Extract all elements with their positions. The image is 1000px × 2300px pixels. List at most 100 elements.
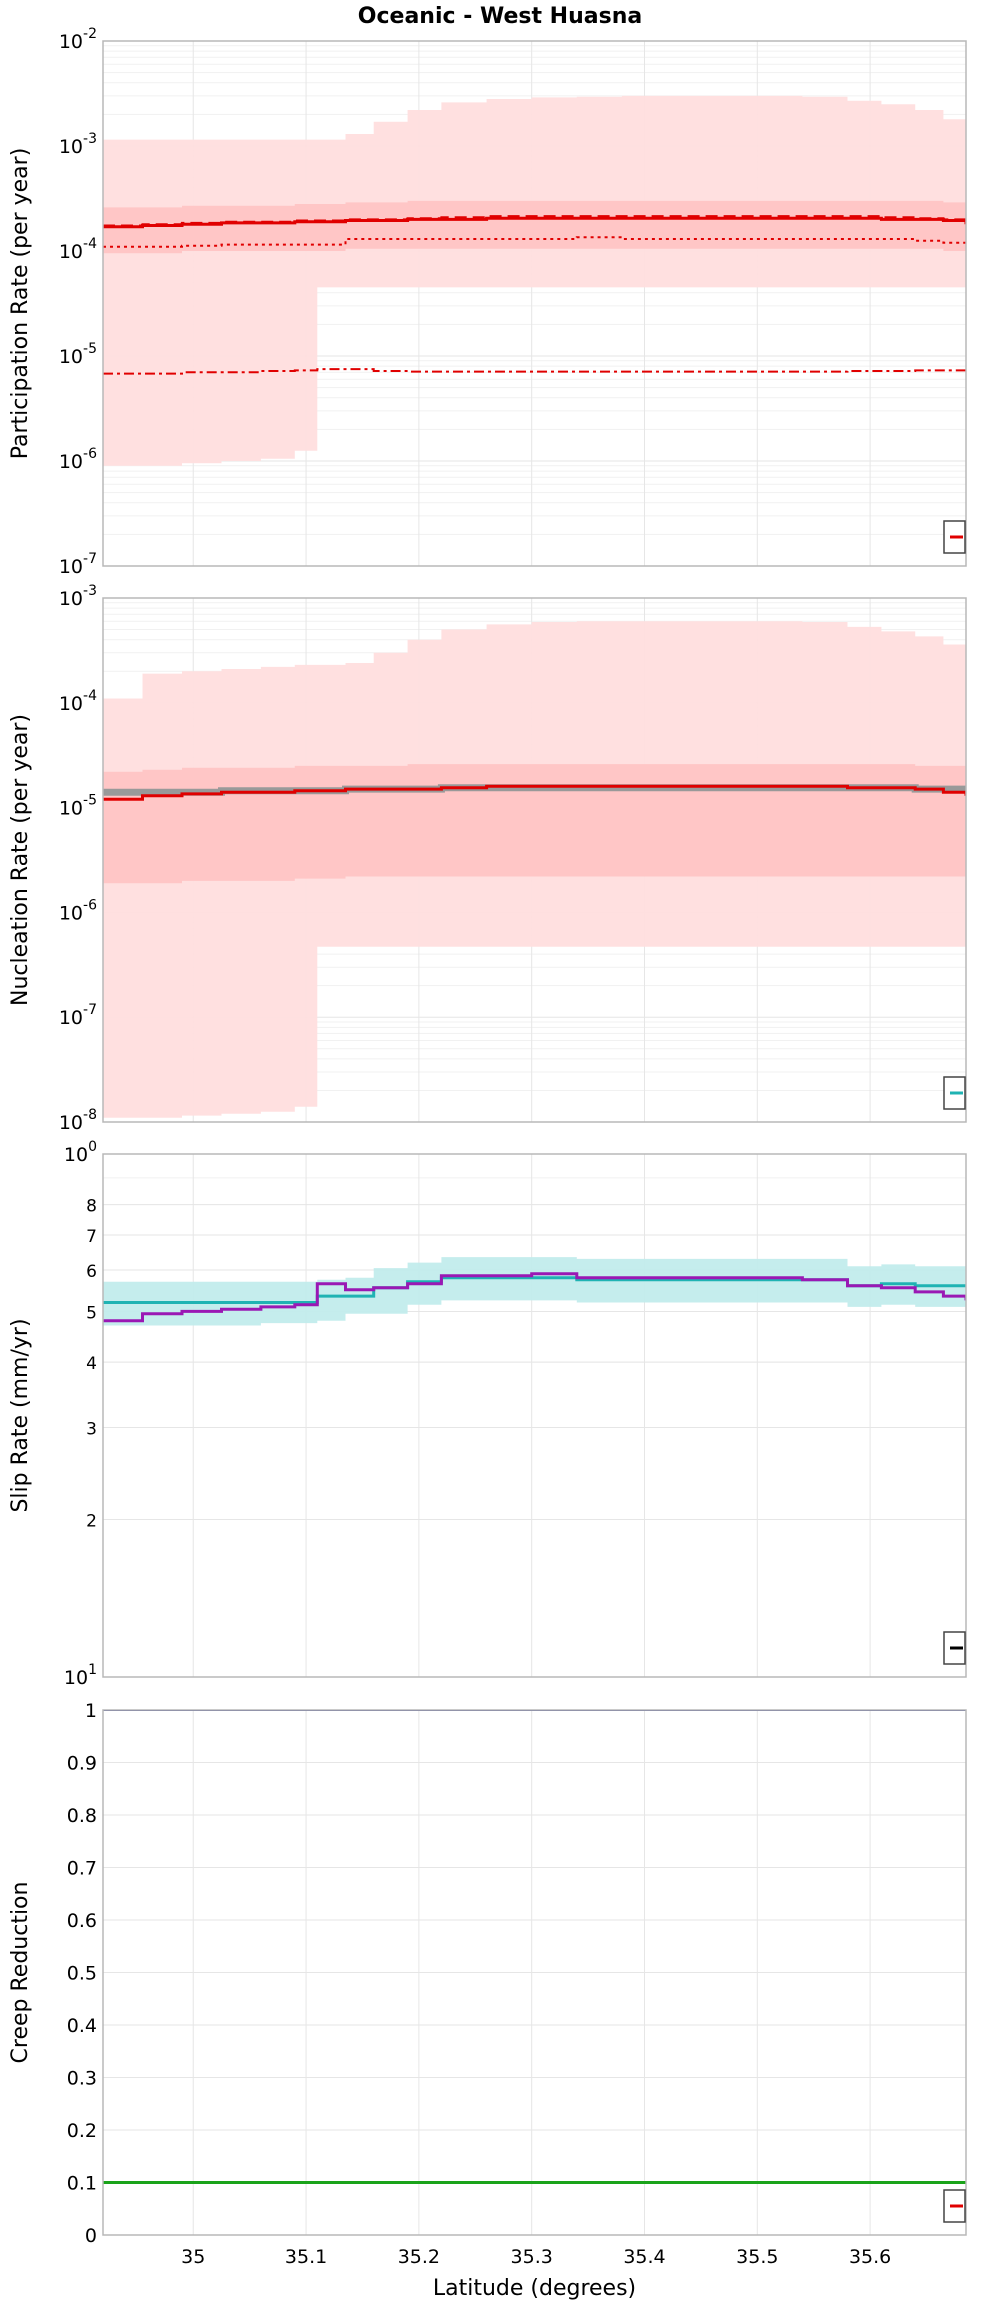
panel-frame bbox=[102, 1709, 967, 2236]
y-tick-exponent: -7 bbox=[83, 551, 97, 567]
y-tick-label: 0.1 bbox=[67, 2173, 97, 2195]
panel-frame bbox=[102, 40, 967, 567]
chart-title: Oceanic - West Huasna bbox=[358, 4, 642, 29]
y-tick-base: 0.3 bbox=[67, 2068, 97, 2090]
y-tick-base: 0.4 bbox=[67, 2015, 97, 2037]
y-tick-base: 10 bbox=[59, 1007, 83, 1029]
y-tick-base: 10 bbox=[59, 798, 83, 820]
y-axis-label: Creep Reduction bbox=[8, 1882, 33, 2064]
y-tick-label: 0.6 bbox=[67, 1910, 97, 1932]
y-tick-label: 1 bbox=[85, 1700, 97, 1722]
y-tick-base: 0 bbox=[85, 2225, 97, 2247]
y-tick-label: 8 bbox=[86, 1197, 97, 1217]
y-tick-exponent: -8 bbox=[83, 1107, 97, 1123]
x-tick-label: 35.5 bbox=[736, 2246, 778, 2268]
legend bbox=[943, 1631, 966, 1665]
series-median bbox=[103, 236, 966, 248]
y-tick-base: 0.2 bbox=[67, 2120, 97, 2142]
y-tick-label: 100 bbox=[64, 1139, 97, 1166]
y-tick-exponent: -2 bbox=[83, 26, 97, 42]
y-tick-label: 10-3 bbox=[59, 131, 97, 158]
y-tick-base: 4 bbox=[86, 1354, 97, 1374]
panel-creep: 0 0.1 0.2 0.3 0.4 0.5 0.6 0.7 0.8 0.9 1 35 35.1 35.2 3… bbox=[8, 1700, 967, 2300]
y-tick-base: 10 bbox=[59, 1112, 83, 1134]
series-min bbox=[103, 368, 966, 375]
y-tick-label: 6 bbox=[86, 1262, 97, 1282]
y-tick-base: 10 bbox=[59, 693, 83, 715]
y-tick-label: 10-5 bbox=[59, 341, 97, 368]
y-tick-exponent: -5 bbox=[83, 793, 97, 809]
y-axis-label: Nucleation Rate (per year) bbox=[8, 714, 33, 1006]
y-tick-exponent: -6 bbox=[83, 897, 97, 913]
y-tick-label: 4 bbox=[86, 1354, 97, 1374]
y-tick-exponent: -5 bbox=[83, 341, 97, 357]
y-tick-exponent: -7 bbox=[83, 1002, 97, 1018]
y-tick-base: 0.7 bbox=[67, 1858, 97, 1880]
y-axis-label: Slip Rate (mm/yr) bbox=[8, 1318, 33, 1512]
y-tick-base: 1 bbox=[85, 1700, 97, 1722]
y-tick-label: 2 bbox=[86, 1512, 97, 1532]
y-tick-label: 10-7 bbox=[59, 551, 97, 578]
y-tick-base: 6 bbox=[86, 1262, 97, 1282]
band-max-min bbox=[103, 95, 966, 466]
y-tick-base: 10 bbox=[59, 241, 83, 263]
y-tick-base: 7 bbox=[86, 1227, 97, 1247]
y-tick-exponent: 1 bbox=[88, 1662, 97, 1678]
y-tick-label: 0.3 bbox=[67, 2068, 97, 2090]
y-axis-label: Participation Rate (per year) bbox=[8, 148, 33, 460]
y-tick-label: 10-3 bbox=[59, 583, 97, 610]
y-tick-label: 0.7 bbox=[67, 1858, 97, 1880]
series-solution bbox=[103, 1272, 966, 1323]
y-tick-base: 0.5 bbox=[67, 1963, 97, 1985]
plot-area bbox=[103, 1710, 966, 2184]
y-tick-base: 10 bbox=[64, 1144, 88, 1166]
x-tick-label: 35.6 bbox=[849, 2246, 891, 2268]
y-tick-label: 7 bbox=[86, 1227, 97, 1247]
y-tick-label: 10-4 bbox=[59, 688, 97, 715]
legend bbox=[943, 520, 966, 554]
y-tick-exponent: -6 bbox=[83, 446, 97, 462]
y-tick-label: 10-7 bbox=[59, 1002, 97, 1029]
y-tick-exponent: 0 bbox=[88, 1139, 97, 1155]
y-tick-exponent: -4 bbox=[83, 688, 97, 704]
y-tick-label: 10-6 bbox=[59, 446, 97, 473]
y-tick-base: 10 bbox=[59, 556, 83, 578]
band-range bbox=[103, 1257, 966, 1326]
y-tick-base: 10 bbox=[59, 588, 83, 610]
x-axis-label: Latitude (degrees) bbox=[433, 2276, 636, 2300]
y-tick-label: 5 bbox=[86, 1303, 97, 1323]
y-tick-base: 10 bbox=[59, 31, 83, 53]
series-mean bbox=[103, 216, 966, 229]
y-tick-base: 10 bbox=[64, 1667, 88, 1689]
y-tick-base: 5 bbox=[86, 1303, 97, 1323]
y-tick-base: 0.6 bbox=[67, 1910, 97, 1932]
y-tick-label: 0.4 bbox=[67, 2015, 97, 2037]
y-tick-base: 2 bbox=[86, 1512, 97, 1532]
y-tick-label: 0.5 bbox=[67, 1963, 97, 1985]
y-tick-base: 0.9 bbox=[67, 1753, 97, 1775]
panel-frame bbox=[102, 1153, 967, 1678]
y-tick-exponent: -3 bbox=[83, 583, 97, 599]
x-tick-label: 35 bbox=[181, 2246, 205, 2268]
plot-area bbox=[103, 621, 966, 1118]
y-tick-label: 0 bbox=[85, 2225, 97, 2247]
y-tick-label: 0.9 bbox=[67, 1753, 97, 1775]
x-tick-label: 35.3 bbox=[511, 2246, 553, 2268]
band-95-conf bbox=[103, 764, 966, 884]
y-tick-base: 10 bbox=[59, 451, 83, 473]
y-tick-base: 10 bbox=[59, 346, 83, 368]
y-tick-label: 3 bbox=[86, 1419, 97, 1439]
y-tick-label: 10-6 bbox=[59, 897, 97, 924]
y-tick-label: 10-4 bbox=[59, 236, 97, 263]
panel-frame bbox=[102, 597, 967, 1123]
y-tick-label: 0.2 bbox=[67, 2120, 97, 2142]
y-tick-label: 10-2 bbox=[59, 26, 97, 53]
band-95-conf bbox=[103, 200, 966, 254]
legend bbox=[943, 2189, 966, 2223]
legend bbox=[943, 1076, 966, 1110]
x-tick-label: 35.1 bbox=[285, 2246, 327, 2268]
x-tick-label: 35.4 bbox=[623, 2246, 665, 2268]
